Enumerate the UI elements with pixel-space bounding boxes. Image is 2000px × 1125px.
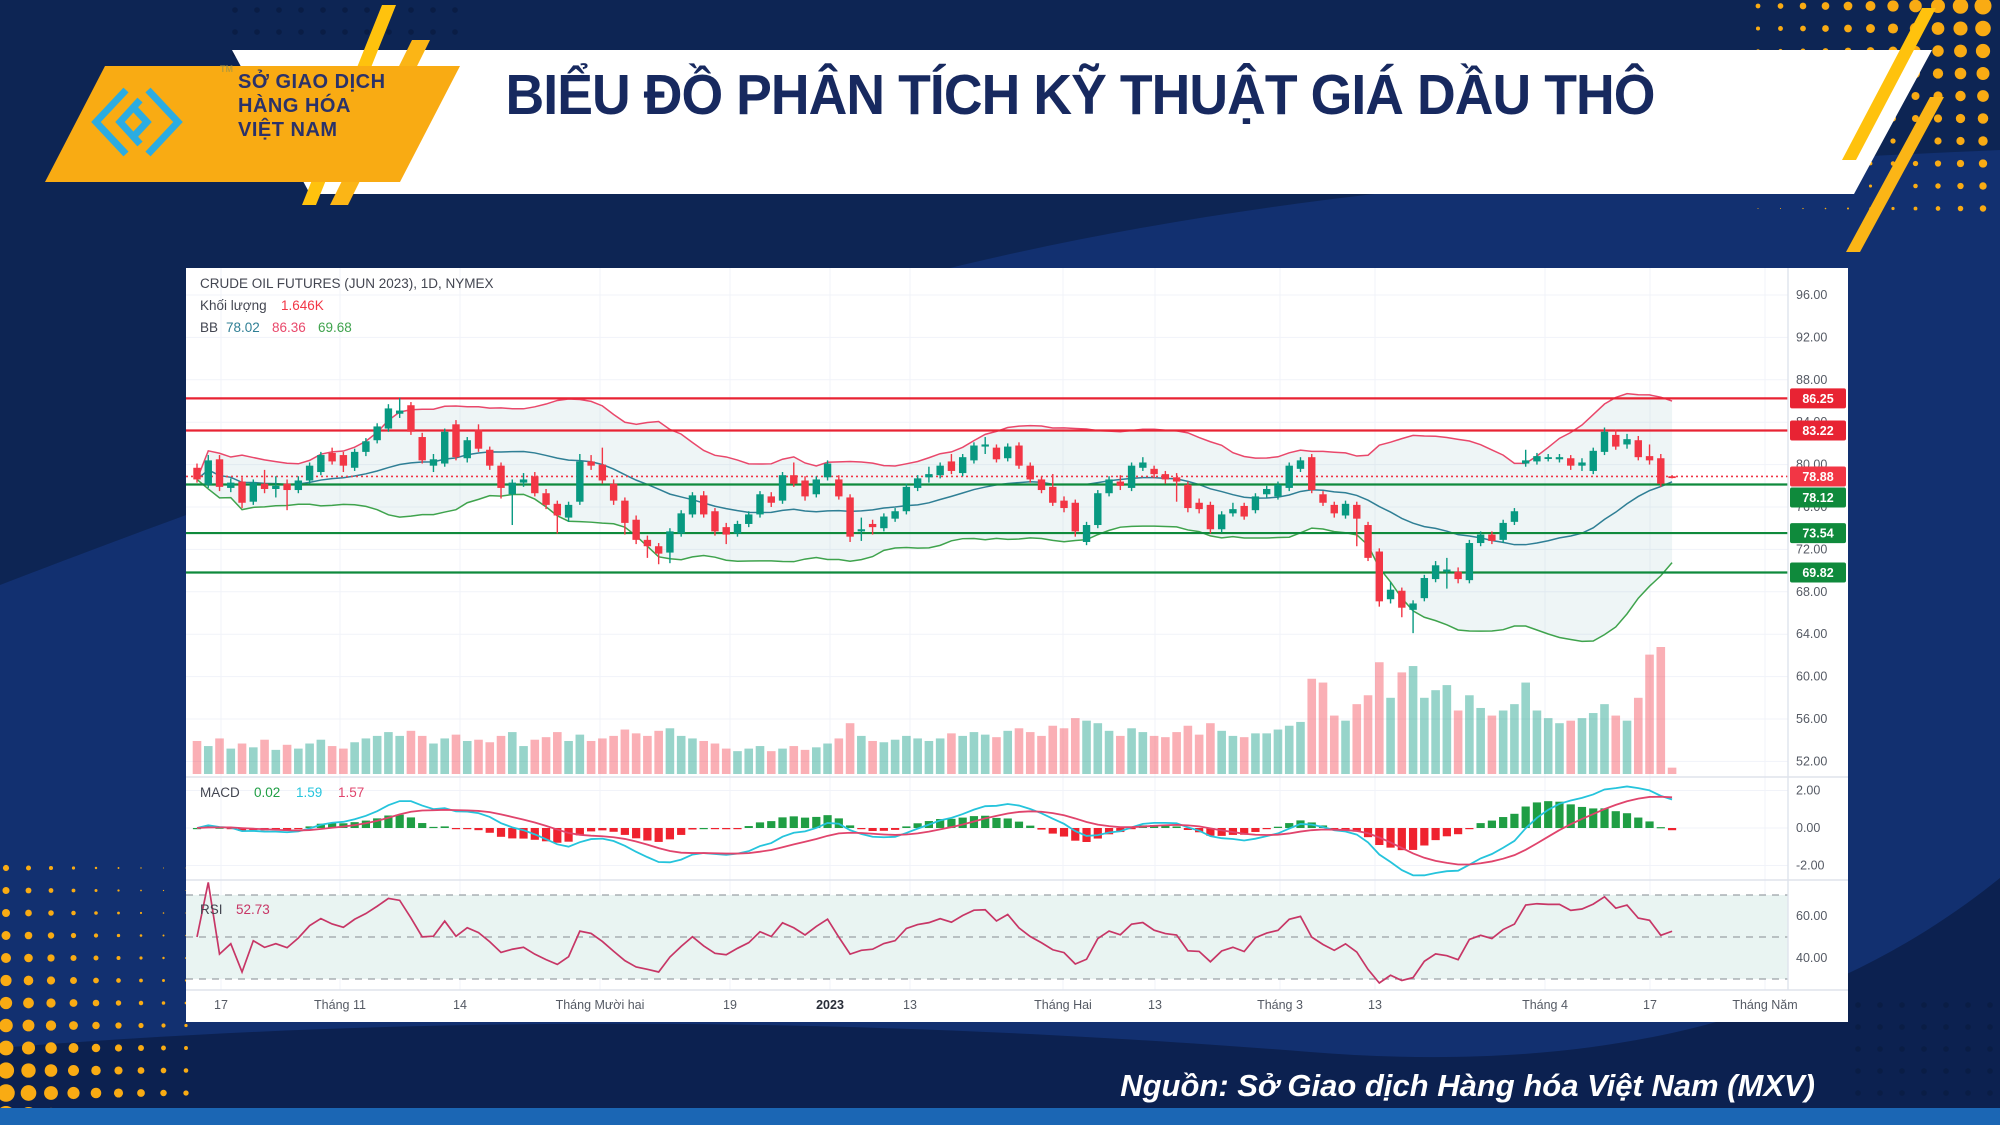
tradingview-chart: 96.0092.0088.0084.0080.0076.0072.0068.00…	[186, 268, 1848, 1012]
rsi-band	[186, 894, 1788, 980]
svg-text:40.00: 40.00	[1796, 951, 1827, 965]
svg-text:60.00: 60.00	[1796, 909, 1827, 923]
source-caption: Nguồn: Sở Giao dịch Hàng hóa Việt Nam (M…	[1120, 1068, 1815, 1103]
svg-text:2.00: 2.00	[1796, 784, 1820, 798]
svg-text:78.12: 78.12	[1802, 491, 1833, 505]
svg-text:88.00: 88.00	[1796, 373, 1827, 387]
volume-bars	[192, 647, 1677, 774]
svg-text:60.00: 60.00	[1796, 670, 1827, 684]
svg-text:17: 17	[1643, 998, 1657, 1012]
svg-text:17: 17	[214, 998, 228, 1012]
svg-text:69.68: 69.68	[318, 320, 352, 335]
price-badges: 86.25 83.22 78.88 78.12 73.54 69.82	[1790, 388, 1846, 583]
svg-text:96.00: 96.00	[1796, 288, 1827, 302]
svg-text:RSI: RSI	[200, 902, 223, 917]
svg-text:72.00: 72.00	[1796, 542, 1827, 556]
svg-text:64.00: 64.00	[1796, 627, 1827, 641]
svg-text:MACD: MACD	[200, 785, 240, 800]
rsi-pane	[196, 882, 1673, 985]
pane-separators	[186, 268, 1848, 991]
svg-text:19: 19	[723, 998, 737, 1012]
svg-text:69.82: 69.82	[1802, 566, 1833, 580]
page-title: BIỂU ĐỒ PHÂN TÍCH KỸ THUẬT GIÁ DẦU THÔ	[505, 63, 1655, 127]
svg-text:52.00: 52.00	[1796, 754, 1827, 768]
logo: TM SỞ GIAO DỊCH HÀNG HÓA VIỆT NAM	[40, 62, 470, 182]
svg-text:86.25: 86.25	[1802, 392, 1833, 406]
svg-text:0.00: 0.00	[1796, 821, 1820, 835]
svg-text:14: 14	[453, 998, 467, 1012]
level-lines	[186, 397, 1788, 574]
svg-text:2023: 2023	[816, 998, 844, 1012]
svg-text:BB: BB	[200, 320, 218, 335]
svg-text:-2.00: -2.00	[1796, 859, 1825, 873]
macd-pane	[192, 785, 1677, 877]
time-axis[interactable]: 17 Tháng 11 14 Tháng Mười hai 19 2023 13 Tháng …	[214, 998, 1798, 1012]
svg-text:68.00: 68.00	[1796, 585, 1827, 599]
svg-text:13: 13	[1368, 998, 1382, 1012]
logo-line-2: HÀNG HÓA	[238, 95, 351, 117]
svg-text:0.02: 0.02	[254, 785, 280, 800]
macd-legend: MACD 0.02 1.59 1.57	[200, 785, 364, 800]
svg-text:78.88: 78.88	[1802, 470, 1833, 484]
svg-text:CRUDE OIL FUTURES (JUN 2023),: CRUDE OIL FUTURES (JUN 2023), 1D, NYMEX	[200, 276, 494, 291]
svg-text:1.57: 1.57	[338, 785, 364, 800]
svg-text:86.36: 86.36	[272, 320, 306, 335]
right-stripes	[1842, 8, 1944, 252]
svg-text:Khối lượng: Khối lượng	[200, 298, 267, 313]
chart-card: 96.0092.0088.0084.0080.0076.0072.0068.00…	[186, 268, 1848, 1022]
bottom-strip	[0, 1108, 2000, 1125]
svg-text:1.646K: 1.646K	[281, 298, 324, 313]
svg-text:52.73: 52.73	[236, 902, 270, 917]
chart-legend: CRUDE OIL FUTURES (JUN 2023), 1D, NYMEX K…	[200, 276, 494, 335]
svg-text:Tháng 3: Tháng 3	[1257, 998, 1303, 1012]
svg-text:Tháng Mười hai: Tháng Mười hai	[556, 998, 645, 1012]
svg-text:Tháng 4: Tháng 4	[1522, 998, 1568, 1012]
svg-text:13: 13	[903, 998, 917, 1012]
logo-line-1: SỞ GIAO DỊCH	[238, 71, 386, 93]
svg-text:1.59: 1.59	[296, 785, 322, 800]
rsi-legend: RSI 52.73	[200, 902, 270, 917]
mxv-logo-icon	[91, 87, 183, 157]
svg-text:56.00: 56.00	[1796, 712, 1827, 726]
svg-text:Tháng Hai: Tháng Hai	[1034, 998, 1092, 1012]
svg-text:Tháng Năm: Tháng Năm	[1732, 998, 1797, 1012]
candles	[193, 397, 1676, 634]
svg-text:83.22: 83.22	[1802, 424, 1833, 438]
svg-text:78.02: 78.02	[226, 320, 260, 335]
logo-line-3: VIỆT NAM	[238, 119, 338, 141]
svg-text:Tháng 11: Tháng 11	[314, 998, 366, 1012]
svg-text:73.54: 73.54	[1802, 527, 1833, 541]
svg-text:13: 13	[1148, 998, 1162, 1012]
trademark: TM	[220, 64, 233, 74]
svg-text:92.00: 92.00	[1796, 330, 1827, 344]
logo-text: SỞ GIAO DỊCH HÀNG HÓA VIỆT NAM	[238, 70, 386, 142]
